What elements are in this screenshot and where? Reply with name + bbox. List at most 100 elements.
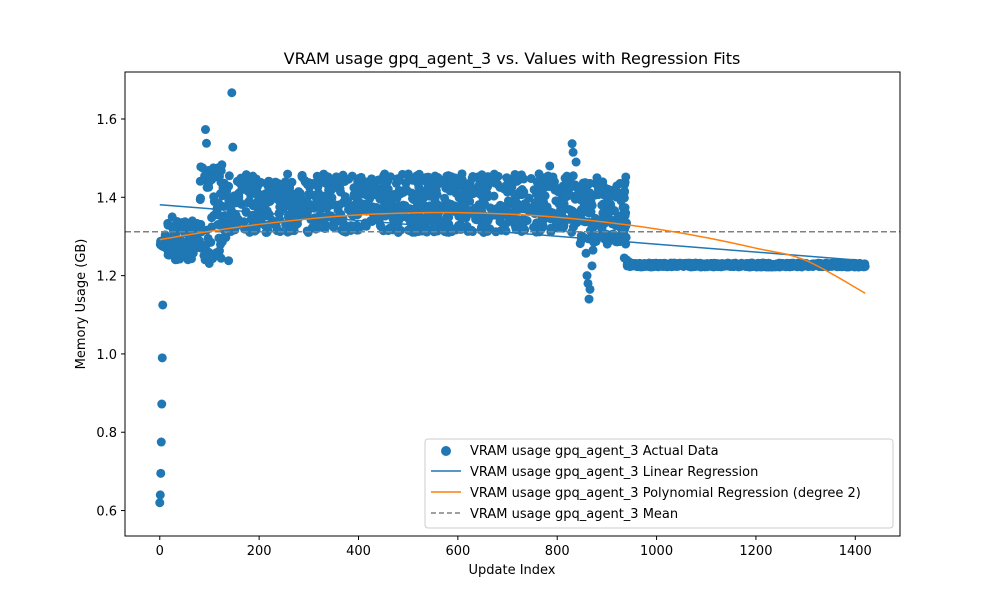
y-axis: 0.6 0.8 1.0 1.2 1.4 1.6 xyxy=(96,113,125,520)
data-point xyxy=(312,192,322,202)
data-point xyxy=(224,171,234,181)
data-point xyxy=(447,172,457,182)
data-point xyxy=(611,187,621,197)
data-point xyxy=(822,261,832,271)
data-point xyxy=(412,177,422,187)
data-point xyxy=(264,188,274,198)
plot-frame xyxy=(124,71,901,537)
data-point xyxy=(432,190,442,200)
data-point xyxy=(716,259,726,269)
data-point xyxy=(502,173,512,183)
data-point xyxy=(744,262,754,272)
data-point xyxy=(576,195,586,205)
data-point xyxy=(568,147,578,157)
legend-label-actual: VRAM usage gpq_agent_3 Actual Data xyxy=(470,444,719,459)
data-point xyxy=(500,219,510,229)
data-point xyxy=(477,170,487,180)
data-point xyxy=(196,219,206,229)
data-point xyxy=(624,257,634,267)
data-point xyxy=(331,172,341,182)
data-point xyxy=(585,284,595,294)
data-point xyxy=(524,193,534,203)
data-point xyxy=(290,195,300,205)
data-point xyxy=(519,187,529,197)
data-point xyxy=(248,171,258,181)
data-point xyxy=(394,175,404,185)
data-point xyxy=(615,178,625,188)
data-point xyxy=(555,207,565,217)
data-point xyxy=(620,186,630,196)
data-point xyxy=(199,251,209,261)
data-point xyxy=(167,212,177,222)
data-point xyxy=(388,214,398,224)
data-point xyxy=(621,172,631,182)
legend: VRAM usage gpq_agent_3 Actual Data VRAM … xyxy=(424,438,894,529)
data-point xyxy=(402,170,412,180)
data-point xyxy=(362,200,372,210)
data-point xyxy=(512,219,522,229)
data-point xyxy=(519,174,529,184)
data-point xyxy=(663,261,673,271)
data-point xyxy=(524,203,534,213)
data-point xyxy=(356,172,366,182)
data-point xyxy=(453,177,463,187)
data-point xyxy=(156,437,166,447)
y-tick-label: 0.6 xyxy=(96,505,117,520)
data-point xyxy=(155,490,165,500)
data-point xyxy=(239,217,249,227)
data-point xyxy=(854,261,864,271)
data-point xyxy=(814,260,824,270)
data-point xyxy=(160,242,170,252)
data-point xyxy=(187,254,197,264)
data-point xyxy=(483,215,493,225)
data-point xyxy=(384,223,394,233)
data-point xyxy=(433,179,443,189)
data-point xyxy=(453,204,463,214)
data-point xyxy=(217,160,227,170)
data-point xyxy=(620,231,630,241)
data-point xyxy=(584,208,594,218)
data-point xyxy=(316,204,326,214)
data-point xyxy=(385,172,395,182)
data-point xyxy=(314,173,324,183)
data-point xyxy=(445,186,455,196)
data-point xyxy=(579,232,589,242)
data-point xyxy=(622,218,632,228)
data-point xyxy=(562,191,572,201)
data-point xyxy=(395,189,405,199)
data-point xyxy=(587,261,597,271)
data-point xyxy=(200,125,210,135)
x-tick-label: 0 xyxy=(156,544,164,559)
data-point xyxy=(218,183,228,193)
data-point xyxy=(209,192,219,202)
x-tick-label: 1200 xyxy=(739,544,772,559)
data-point xyxy=(287,222,297,232)
data-point xyxy=(329,222,339,232)
data-point xyxy=(568,222,578,232)
data-point xyxy=(353,192,363,202)
data-point xyxy=(198,163,208,173)
data-point xyxy=(546,223,556,233)
data-point xyxy=(762,261,772,271)
data-point xyxy=(558,223,568,233)
x-tick-label: 1000 xyxy=(640,544,673,559)
data-point xyxy=(503,196,513,206)
data-point xyxy=(310,179,320,189)
data-point xyxy=(252,186,262,196)
data-point xyxy=(613,211,623,221)
y-tick-label: 1.6 xyxy=(96,113,117,128)
data-point xyxy=(597,215,607,225)
data-point xyxy=(538,200,548,210)
data-point xyxy=(250,215,260,225)
data-point xyxy=(638,259,648,269)
data-point xyxy=(459,181,469,191)
data-point xyxy=(265,177,275,187)
data-point xyxy=(605,207,615,217)
data-point xyxy=(208,163,218,173)
data-point xyxy=(585,178,595,188)
data-point xyxy=(602,239,612,249)
data-point xyxy=(592,173,602,183)
plot-area xyxy=(124,71,901,537)
data-point xyxy=(791,260,801,270)
data-point xyxy=(436,217,446,227)
